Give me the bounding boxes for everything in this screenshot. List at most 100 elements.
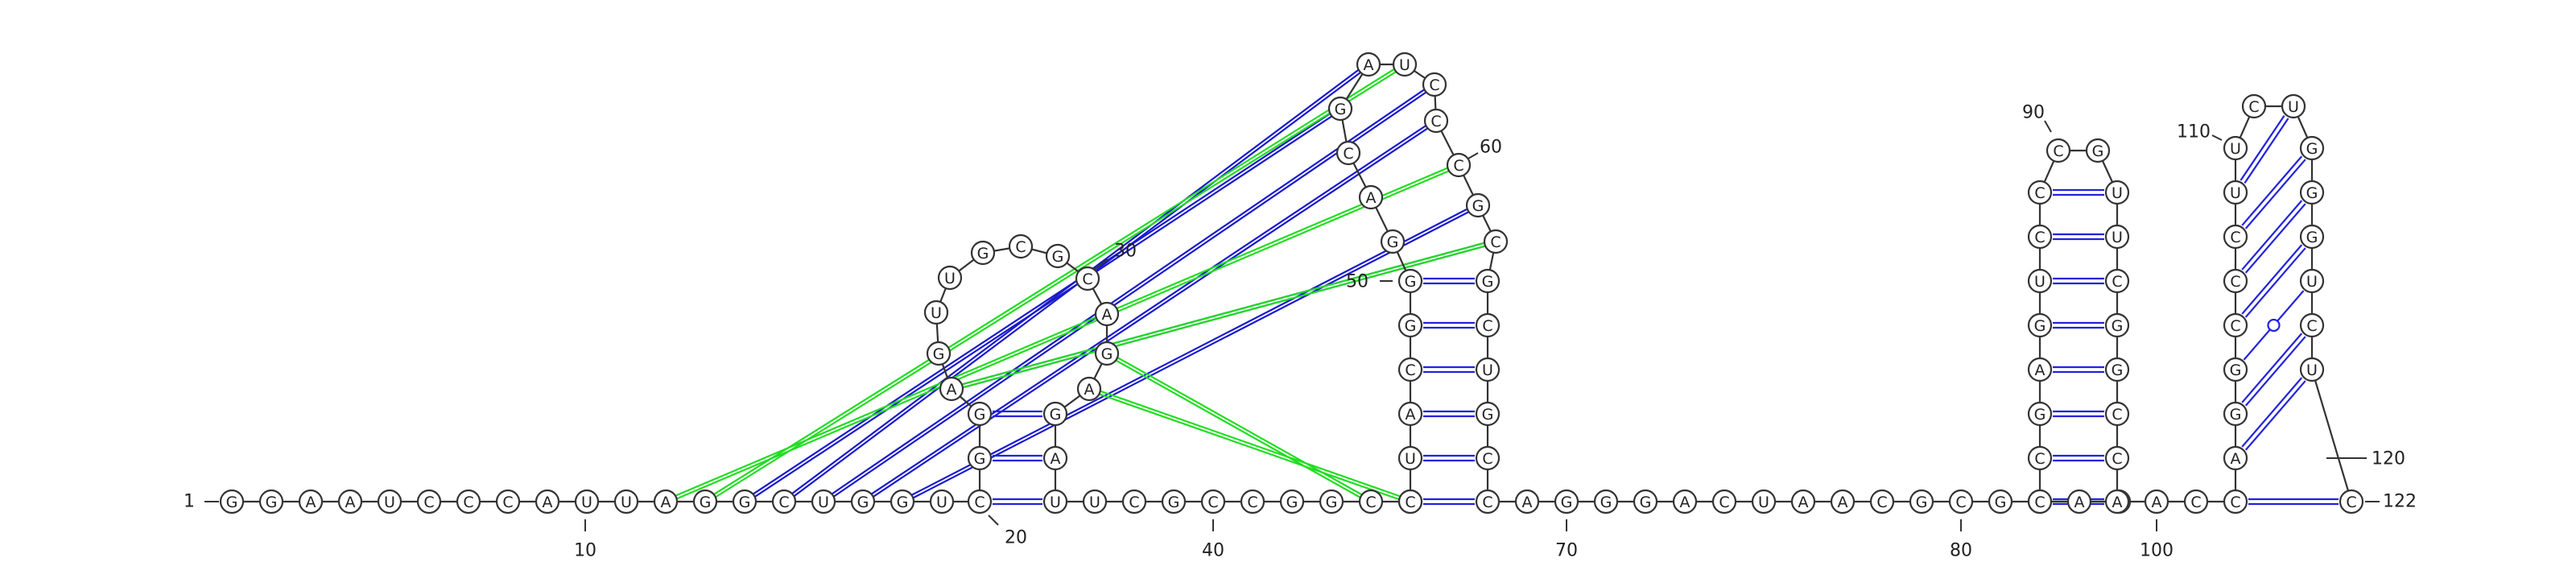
nucleotide: G	[2104, 357, 2130, 382]
nucleotide-circle	[771, 489, 797, 514]
nucleotide: A	[535, 489, 560, 514]
nucleotide-letter: C	[2034, 184, 2045, 202]
nucleotide-letter: G	[1050, 406, 1062, 424]
nucleotide-letter: G	[2034, 317, 2046, 335]
nucleotide: U	[811, 489, 836, 514]
nucleotide: C	[1475, 489, 1501, 514]
nucleotide: U	[2281, 93, 2306, 119]
nucleotide-letter: C	[1208, 494, 1218, 511]
nucleotide: G	[732, 489, 758, 514]
pseudoknot-blue-line	[822, 82, 1435, 502]
nucleotide-circle	[2223, 268, 2248, 294]
nucleotide-circle	[298, 489, 324, 514]
nucleotide-circle	[2223, 224, 2248, 250]
nucleotide: A	[2027, 357, 2053, 382]
nucleotide-letter: A	[1680, 494, 1690, 511]
nucleotide-letter: C	[463, 494, 473, 511]
nucleotide-circle	[1475, 312, 1501, 338]
nucleotide: C	[1422, 72, 1447, 97]
nucleotide-letter: C	[1247, 494, 1257, 511]
nucleotide-letter: A	[345, 494, 356, 511]
nucleotide-letter: G	[2230, 406, 2242, 424]
nucleotide: G	[850, 489, 876, 514]
pseudoknot-green-line	[952, 242, 1496, 391]
pseudoknot-green-line	[1089, 386, 1412, 502]
nucleotide-circle	[1319, 489, 1344, 514]
nucleotide-letter: C	[1490, 233, 1501, 251]
nucleotide-circle	[929, 489, 955, 514]
nucleotide-letter: C	[2112, 450, 2122, 468]
nucleotide-circle	[2223, 135, 2248, 161]
nucleotide-letter: C	[1482, 494, 1492, 511]
nucleotide: A	[1514, 489, 1540, 514]
nucleotide: G	[258, 489, 284, 514]
nucleotide-letter: U	[581, 494, 592, 511]
canonical-pair-line	[2241, 200, 2303, 271]
nucleotide-circle	[1392, 52, 1418, 77]
nucleotide-circle	[2027, 268, 2053, 294]
nucleotide-letter: A	[1051, 450, 1061, 468]
nucleotide-circle	[1008, 233, 1034, 259]
position-label: 120	[2372, 449, 2405, 469]
nucleotide-circle	[1042, 489, 1068, 514]
nucleotide-circle	[2223, 180, 2248, 205]
nucleotide: U	[2027, 268, 2053, 294]
pseudoknot-green-line	[1107, 351, 1373, 502]
nucleotide-letter: G	[977, 245, 989, 262]
nucleotide-circle	[2223, 312, 2248, 338]
nucleotide: C	[2104, 401, 2130, 427]
nucleotide-circle	[2223, 401, 2248, 427]
position-label: 50	[1346, 272, 1368, 292]
nucleotide-circle	[967, 489, 993, 514]
pseudoknot-green-line	[1105, 353, 1371, 504]
nucleotide-letter: C	[2306, 317, 2317, 335]
nucleotide-letter: G	[1405, 273, 1417, 291]
position-label: 60	[1480, 138, 1502, 158]
nucleotide-circle	[1356, 52, 1381, 77]
nucleotide-letter: C	[2230, 494, 2240, 511]
nucleotide: C	[1475, 312, 1501, 338]
nucleotide-circle	[2027, 180, 2053, 205]
nucleotide: C	[1423, 108, 1449, 134]
nucleotide-circle	[2104, 268, 2130, 294]
nucleotide: G	[1593, 489, 1619, 514]
nucleotide-circle	[1121, 489, 1147, 514]
nucleotide-letter: U	[1405, 450, 1416, 468]
nucleotide-letter: C	[1343, 145, 1353, 163]
nucleotide: U	[377, 489, 402, 514]
nucleotide-circle	[1358, 184, 1384, 210]
canonical-pair-line	[2241, 377, 2303, 448]
nucleotide-letter: C	[1365, 494, 1376, 511]
nucleotide: G	[2299, 224, 2325, 250]
nucleotide-circle	[2299, 135, 2325, 161]
nucleotide-circle	[732, 489, 758, 514]
nucleotide-letter: C	[2112, 273, 2122, 291]
nucleotide: C	[1335, 140, 1361, 166]
nucleotide-circle	[923, 300, 949, 325]
nucleotide-letter: G	[1387, 233, 1399, 251]
nucleotide-circle	[2339, 489, 2364, 514]
nucleotide-circle	[1397, 445, 1423, 471]
nucleotide: U	[2299, 268, 2325, 294]
nucleotide: G	[2223, 357, 2248, 382]
nucleotide-letter: U	[1758, 494, 1769, 511]
nucleotide: A	[1356, 52, 1381, 77]
nucleotide-letter: U	[2034, 273, 2046, 291]
nucleotide-letter: G	[1326, 494, 1338, 511]
nucleotide-letter: A	[1798, 494, 1809, 511]
nucleotide-circle	[1465, 192, 1491, 218]
nucleotide-circle	[1475, 357, 1501, 382]
nucleotide-letter: A	[1366, 189, 1377, 207]
nucleotide-circle	[1397, 312, 1423, 338]
pseudoknot-green-line	[704, 62, 1405, 502]
nucleotide-circle	[1045, 243, 1071, 269]
pseudoknot-blue-line	[863, 121, 1438, 504]
nucleotide-letter: C	[1876, 494, 1887, 511]
nucleotide-circle	[1711, 489, 1737, 514]
nucleotide: U	[2104, 224, 2130, 250]
nucleotide-letter: A	[1522, 494, 1533, 511]
nucleotide: C	[1475, 445, 1501, 471]
nucleotide-circle	[1475, 489, 1501, 514]
nucleotide-letter: C	[502, 494, 513, 511]
